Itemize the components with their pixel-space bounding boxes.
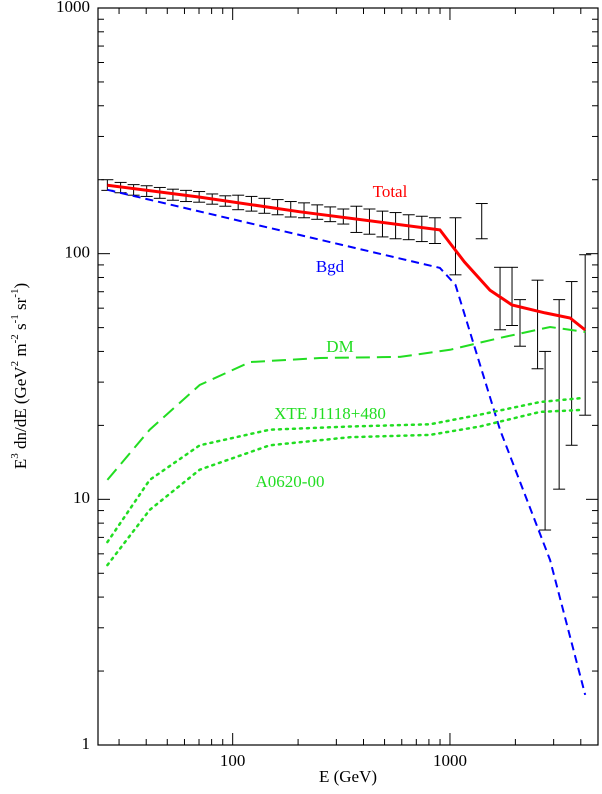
series-label: Bgd	[316, 257, 345, 276]
y-tick-label: 100	[65, 243, 91, 262]
line-3	[106, 396, 582, 544]
y-tick-label: 10	[73, 488, 90, 507]
line-4	[106, 408, 582, 567]
x-tick-label: 1000	[433, 751, 467, 770]
line-0	[107, 183, 587, 332]
y-axis-label-part: s	[11, 323, 30, 334]
y-axis-label-part: 3	[9, 453, 21, 459]
plot-frame	[97, 7, 599, 746]
y-axis-label-part: sr	[11, 297, 30, 314]
x-axis-label: E (GeV)	[319, 767, 377, 786]
y-axis-label-part: -1	[9, 289, 21, 298]
y-axis-label-part: dn/dE (GeV	[11, 366, 30, 454]
y-axis-label-part: )	[11, 283, 30, 289]
series-label: XTE J1118+480	[274, 404, 386, 423]
series-label: A0620-00	[256, 472, 325, 491]
y-axis-label-part: m	[11, 343, 30, 360]
series-label: DM	[326, 337, 353, 356]
series-label: Total	[373, 182, 408, 201]
y-axis-label-part: -2	[9, 334, 21, 343]
line-2	[106, 325, 586, 481]
line-1	[107, 188, 587, 696]
y-axis-label-part: 2	[9, 361, 21, 367]
y-axis-label-part: -1	[9, 314, 21, 323]
x-tick-label: 100	[220, 751, 246, 770]
y-axis-label: E3 dn/dE (GeV2 m-2 s-1 sr-1)	[9, 283, 30, 469]
y-axis-label-part: E	[11, 459, 30, 469]
y-tick-label: 1	[82, 734, 91, 753]
y-tick-label: 1000	[56, 0, 90, 16]
